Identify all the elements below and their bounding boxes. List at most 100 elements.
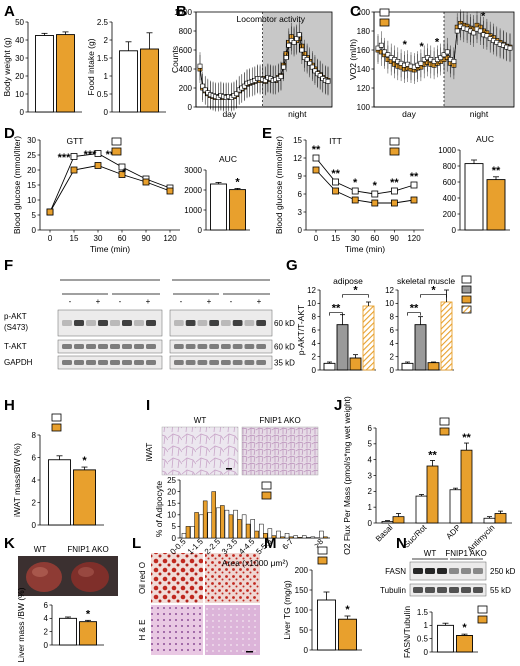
y-tick-label: 140 bbox=[357, 65, 371, 74]
blot-band bbox=[461, 587, 471, 593]
blot-band bbox=[209, 344, 219, 349]
significance-star: *** bbox=[58, 152, 72, 164]
legend-swatch bbox=[461, 295, 472, 304]
histogram-bar-ako bbox=[271, 535, 277, 539]
x-tick-label: ADP bbox=[444, 523, 462, 541]
significance-bracket bbox=[329, 312, 343, 316]
blot-band bbox=[62, 344, 72, 349]
liver-photo: WT FNIP1 AKO bbox=[18, 545, 118, 596]
y-tick-label: 8 bbox=[312, 312, 317, 321]
histogram-bar-ako bbox=[263, 533, 268, 539]
bar-wt bbox=[35, 35, 54, 113]
significance-star: * bbox=[345, 604, 350, 616]
significance-star: * bbox=[235, 176, 240, 188]
bar-wt bbox=[210, 183, 227, 231]
y-tick-label: 1000 bbox=[174, 8, 192, 17]
data-point-wt bbox=[200, 83, 206, 89]
data-point-wt bbox=[286, 42, 292, 48]
image-label-ako: FNIP1 AKO bbox=[67, 545, 108, 554]
night-label: night bbox=[288, 109, 307, 119]
y-tick-label: 160 bbox=[357, 46, 371, 55]
y-tick-label: 5 bbox=[172, 522, 177, 531]
y-tick-label: 0 bbox=[32, 226, 37, 235]
y-tick-label: 40 bbox=[15, 36, 24, 45]
night-label: night bbox=[470, 109, 489, 119]
y-tick-label: 2 bbox=[368, 487, 373, 496]
blot-band bbox=[256, 360, 266, 365]
chart-A1: 0 10 20 30 40 50 Body weight (g) bbox=[2, 18, 82, 117]
data-point-wt bbox=[471, 30, 477, 36]
data-point-wt bbox=[299, 47, 305, 53]
blot-band bbox=[221, 344, 231, 349]
blot-band bbox=[449, 587, 459, 593]
x-tick-label: 60 bbox=[370, 234, 379, 243]
y-axis-label: VO2 (ml/h) bbox=[348, 39, 358, 80]
bar-wt-insulin bbox=[336, 324, 349, 371]
y-tick-label: 0 bbox=[390, 366, 395, 375]
image-label-wt: WT bbox=[34, 545, 47, 554]
significance-star: * bbox=[481, 11, 486, 23]
data-point-ako bbox=[46, 208, 54, 216]
significance-star: ** bbox=[410, 171, 419, 183]
significance-star: * bbox=[353, 285, 358, 297]
bar-ako bbox=[494, 513, 507, 524]
chart-G: 024681012p-AKT/T-AKTadipose***024681012s… bbox=[296, 275, 472, 375]
chart-K: 0 2 4 6 Liver mass /BW (%) * bbox=[16, 587, 104, 663]
blot-band bbox=[98, 360, 108, 365]
data-point-wt bbox=[418, 60, 424, 66]
histology-ako-image bbox=[241, 426, 319, 476]
y-axis-label: % of Adipocyte bbox=[154, 481, 164, 538]
significance-star: * bbox=[353, 177, 358, 189]
data-point-wt bbox=[262, 78, 268, 83]
data-point-ako bbox=[390, 199, 398, 207]
histogram-bar-wt bbox=[250, 519, 255, 539]
blot-band bbox=[473, 568, 483, 574]
blot-kd-label: 35 kD bbox=[274, 359, 295, 368]
y-tick-label: 0 bbox=[452, 226, 457, 235]
blot-row-sublabel: (S473) bbox=[4, 323, 28, 332]
data-point-wt bbox=[70, 153, 78, 160]
data-point-wt bbox=[283, 55, 289, 60]
blot-band bbox=[98, 320, 108, 326]
blot-band bbox=[110, 320, 120, 326]
data-point-wt bbox=[312, 154, 320, 162]
y-tick-label: 200 bbox=[295, 566, 309, 575]
histology-wt-image bbox=[161, 426, 239, 476]
histogram-bar-ako bbox=[237, 519, 242, 539]
y-tick-label: 800 bbox=[443, 162, 457, 171]
histogram-bar-wt bbox=[293, 535, 298, 539]
y-tick-label: 1000 bbox=[184, 206, 202, 215]
blot-band bbox=[146, 360, 156, 365]
data-point-wt bbox=[317, 73, 323, 79]
data-point-wt bbox=[296, 32, 302, 38]
blot-kd-label: 55 kD bbox=[490, 586, 511, 595]
blot-band bbox=[98, 344, 108, 349]
data-point-wt bbox=[202, 87, 208, 93]
y-tick-label: 200 bbox=[357, 8, 371, 17]
bar-ako bbox=[79, 621, 97, 646]
blot-band bbox=[74, 320, 84, 326]
blot-membrane bbox=[169, 309, 273, 337]
data-point-wt bbox=[304, 57, 310, 62]
y-axis-label: O2 Flux Per Mass (pmol/s*mg wet weight) bbox=[342, 396, 352, 555]
histogram-bar-ako bbox=[185, 526, 191, 539]
bar-ako bbox=[338, 618, 357, 651]
y-tick-label: 1 bbox=[368, 503, 373, 512]
y-tick-label: 25 bbox=[167, 476, 176, 485]
y-tick-label: 0 bbox=[198, 226, 203, 235]
legend-swatch bbox=[439, 427, 450, 436]
bar-ako bbox=[456, 635, 473, 653]
blot-kd-label: 60 kD bbox=[274, 319, 295, 328]
panel-label-E: E bbox=[262, 125, 272, 142]
data-point-ako bbox=[312, 166, 320, 174]
significance-star: * bbox=[373, 180, 378, 192]
blot-band bbox=[134, 320, 144, 326]
histogram-bar-wt bbox=[181, 533, 187, 539]
y-tick-label: 4 bbox=[390, 339, 395, 348]
panel-label-A: A bbox=[4, 3, 15, 20]
x-axis-label: Time (min) bbox=[345, 244, 385, 254]
y-tick-label: 4 bbox=[44, 614, 49, 623]
y-tick-label: 0 bbox=[368, 519, 373, 528]
y-tick-label: 25 bbox=[27, 151, 36, 160]
y-tick-label: 3 bbox=[298, 208, 303, 217]
